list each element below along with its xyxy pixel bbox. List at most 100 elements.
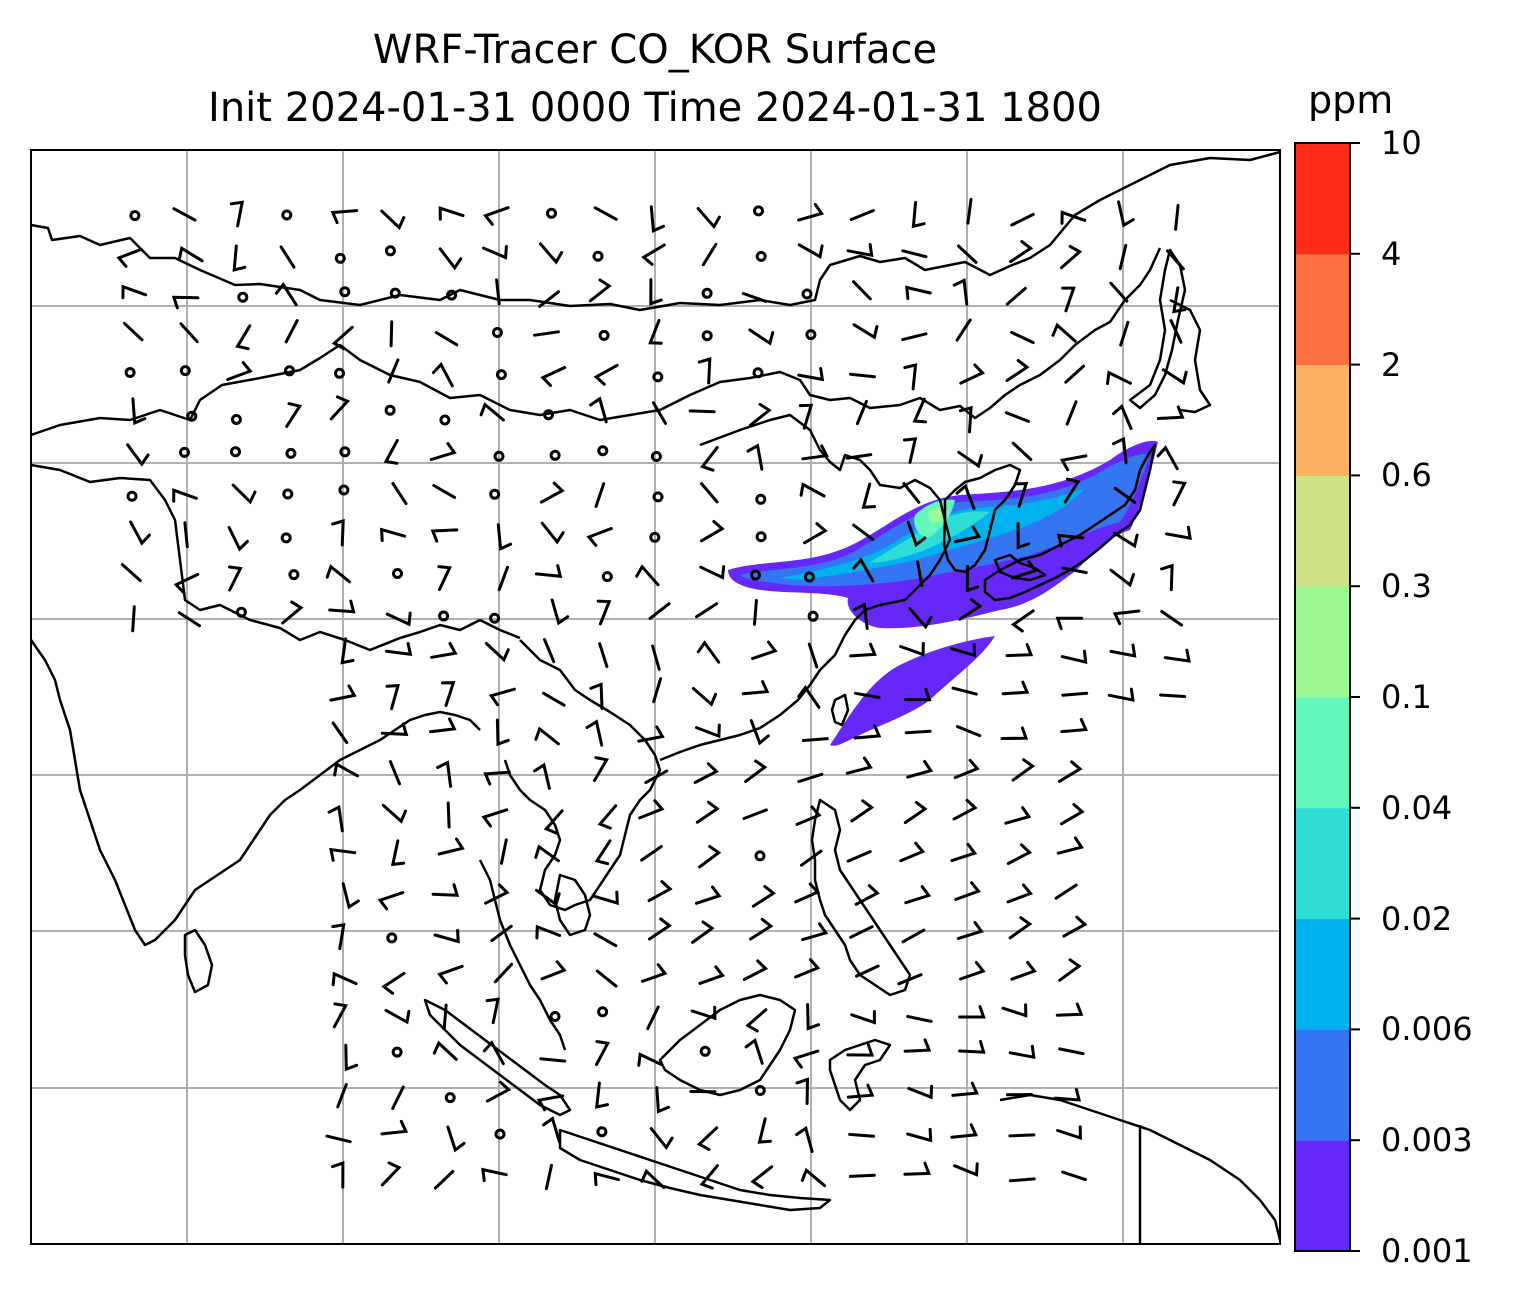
calm-wind-circle <box>489 612 501 624</box>
wind-barb <box>129 520 151 546</box>
wind-barb <box>131 605 136 633</box>
calm-wind-circle <box>446 289 458 301</box>
wind-barb <box>1010 212 1035 227</box>
calm-wind-circle <box>386 932 398 944</box>
wind-barb <box>482 1040 505 1066</box>
wind-barb <box>500 838 508 865</box>
wind-barb <box>437 565 452 591</box>
calm-wind-circle <box>801 288 813 300</box>
wind-barb <box>1011 758 1036 782</box>
wind-barb <box>432 484 457 499</box>
wind-barb <box>648 917 672 941</box>
wind-barb <box>1016 521 1031 550</box>
wind-barb <box>959 363 986 385</box>
wind-barb <box>285 402 303 428</box>
coastline-borneo <box>658 993 797 1097</box>
wind-barb <box>344 1043 359 1072</box>
wind-barb <box>638 799 665 820</box>
wind-barb <box>586 527 613 547</box>
wind-barb <box>1065 400 1078 426</box>
wind-barb <box>698 965 726 985</box>
wind-barb <box>1061 566 1088 575</box>
wind-barb <box>379 527 407 543</box>
wind-barb <box>597 804 618 830</box>
coastline-japan-honshu <box>983 443 1157 602</box>
calm-wind-circle <box>495 369 507 381</box>
calm-wind-circle <box>549 449 561 461</box>
wind-barb <box>543 809 564 835</box>
calm-wind-circle <box>282 488 294 500</box>
coastline-korea <box>942 463 1022 574</box>
wind-barb <box>1055 616 1084 631</box>
wind-barb <box>957 450 983 469</box>
wind-barb <box>1011 441 1033 461</box>
wind-barb <box>691 920 715 944</box>
wind-barb <box>387 358 400 384</box>
wind-barb <box>539 1057 567 1063</box>
wind-barb <box>849 209 875 221</box>
colorbar-segment <box>1295 918 1350 1030</box>
wind-barb <box>1063 477 1081 504</box>
coastline-sulawesi <box>828 1038 892 1112</box>
wind-barb <box>442 1003 448 1031</box>
wind-barb <box>1010 960 1037 981</box>
wind-barb <box>955 318 972 342</box>
calm-wind-circle <box>803 571 815 583</box>
wind-barb <box>651 644 661 671</box>
wind-barb <box>750 1165 774 1190</box>
coastline-kamchatka-okhotsk <box>1169 298 1212 414</box>
wind-barb <box>1109 281 1129 303</box>
wind-barb <box>122 321 144 342</box>
wind-barb <box>1056 1125 1082 1140</box>
wind-barb <box>228 565 243 592</box>
wind-barb <box>534 726 560 746</box>
wind-barb <box>385 683 401 711</box>
wind-barb <box>446 1125 466 1153</box>
wind-barb <box>800 1167 827 1188</box>
wind-barb <box>911 200 926 229</box>
wind-barb <box>544 1163 553 1191</box>
calm-wind-circle <box>650 451 662 462</box>
wind-barb <box>691 687 718 707</box>
wind-barb <box>588 278 612 303</box>
calm-wind-circle <box>129 210 141 222</box>
wind-barb <box>385 611 412 627</box>
wind-barb <box>899 642 925 657</box>
wind-barb <box>958 597 983 621</box>
wind-barb <box>958 1005 986 1019</box>
calm-wind-circle <box>339 286 351 298</box>
wind-barb <box>744 1037 764 1065</box>
wind-barb <box>640 963 668 983</box>
wind-barb <box>749 719 770 746</box>
wind-barb <box>227 526 249 552</box>
wind-barb <box>644 769 669 785</box>
colorbar-tick-label: 0.003 <box>1381 1121 1473 1160</box>
wind-barb <box>1060 210 1087 225</box>
wind-barb <box>1000 726 1029 740</box>
wind-barb <box>333 761 360 778</box>
wind-barb <box>695 800 720 824</box>
wind-barb <box>592 890 619 906</box>
wind-barb <box>539 242 564 265</box>
wind-barb <box>907 1084 934 1100</box>
calm-wind-circle <box>546 207 557 219</box>
colorbar-tick-label: 2 <box>1381 345 1402 384</box>
wind-barb <box>116 247 143 268</box>
colorbar-segment <box>1295 586 1350 698</box>
wind-barb <box>329 395 351 421</box>
wind-barb <box>845 453 873 460</box>
wind-barb <box>484 883 510 905</box>
wind-barb <box>748 328 775 346</box>
wind-barb <box>699 565 726 580</box>
wind-barb <box>695 723 721 739</box>
wind-barb <box>950 1123 979 1139</box>
wind-barb <box>331 325 354 351</box>
wind-barb <box>693 762 719 784</box>
wind-barb <box>797 243 824 260</box>
wind-barb <box>380 209 406 231</box>
wind-barb <box>383 438 399 465</box>
wind-barb <box>1113 486 1137 504</box>
calm-wind-circle <box>597 445 609 457</box>
wind-barb <box>953 758 980 780</box>
coastline-taiwan <box>830 693 850 727</box>
